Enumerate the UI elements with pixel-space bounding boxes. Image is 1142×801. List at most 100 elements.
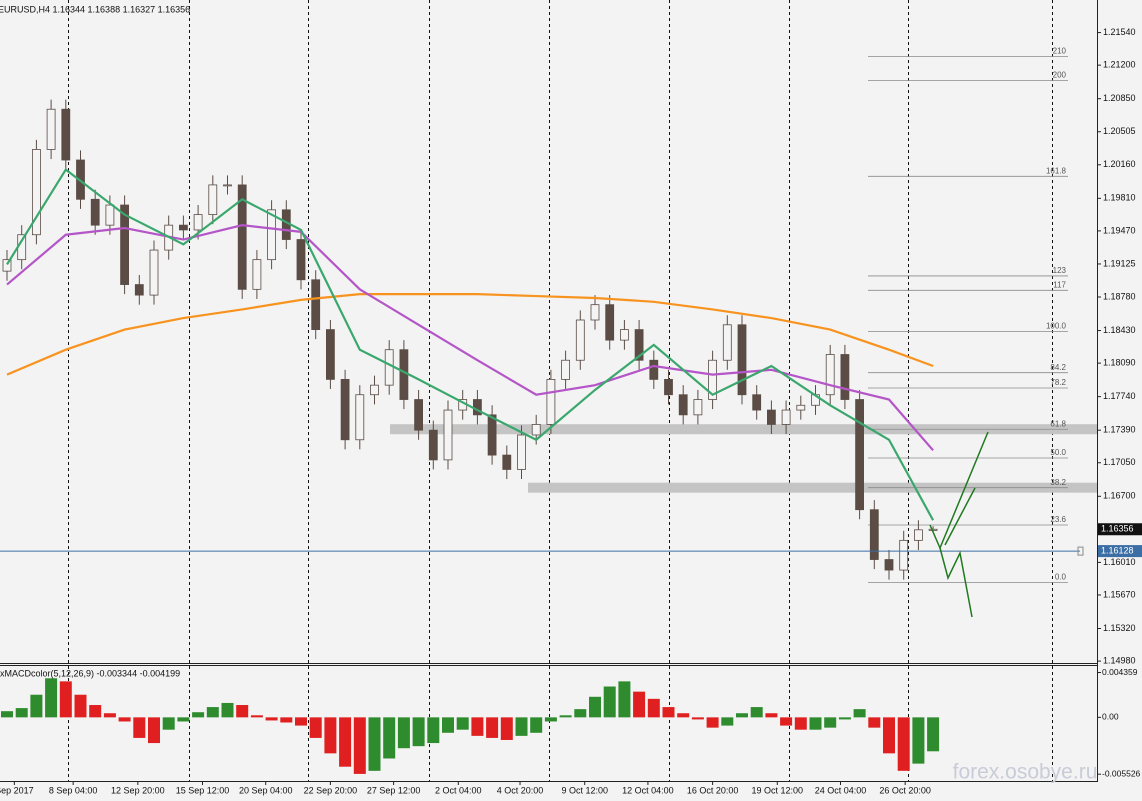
fibo-label: 210 xyxy=(1053,47,1067,56)
candle-body xyxy=(590,304,600,321)
day-separators xyxy=(68,0,1053,781)
candle-body xyxy=(869,509,879,560)
y-tick-label: 1.21200 xyxy=(1103,60,1136,70)
macd-bar xyxy=(794,717,807,730)
macd-bar xyxy=(236,705,249,718)
macd-bar xyxy=(368,717,381,771)
candle-body xyxy=(443,409,453,461)
y-tick-label: 1.20505 xyxy=(1103,126,1136,136)
macd-bar xyxy=(765,713,778,718)
y-tick-label: 1.15670 xyxy=(1103,589,1136,599)
candle-body xyxy=(693,399,703,416)
macd-bar xyxy=(324,717,337,754)
price-tag xyxy=(1098,545,1142,558)
macd-bar xyxy=(383,717,396,759)
x-tick-label: 12 Sep 20:00 xyxy=(111,785,165,795)
macd-bar xyxy=(691,717,704,720)
macd-bar xyxy=(809,717,822,730)
macd-bar xyxy=(339,717,352,767)
candle-body xyxy=(605,304,615,341)
candle-body xyxy=(178,224,188,231)
x-tick-label: Sep 2017 xyxy=(0,785,34,795)
chart-title: EURUSD,H4 1.16344 1.16388 1.16327 1.1635… xyxy=(0,4,190,14)
candle-body xyxy=(678,394,688,416)
candle-body xyxy=(2,259,12,272)
macd-bar xyxy=(74,694,87,718)
macd-bar xyxy=(148,717,160,744)
macd-bar xyxy=(133,717,146,738)
candle-body xyxy=(855,399,864,511)
candle-body xyxy=(914,529,923,541)
macd-bar xyxy=(280,717,293,723)
candle-body xyxy=(928,528,938,531)
y-tick-label: -0.005526 xyxy=(1102,768,1141,778)
fibo-label: 200 xyxy=(1053,71,1067,80)
candle-body xyxy=(340,379,350,441)
macd-bar xyxy=(618,681,631,718)
y-tick-label: 1.15320 xyxy=(1103,623,1136,633)
macd-bar xyxy=(927,717,940,752)
macd-bar xyxy=(912,717,925,764)
candle-body xyxy=(884,559,894,571)
macd-bar xyxy=(824,717,837,728)
macd-bar xyxy=(647,698,660,718)
x-tick-label: 16 Oct 20:00 xyxy=(687,785,739,795)
y-tick-label: 1.19125 xyxy=(1103,258,1136,268)
moving-average xyxy=(6,224,934,452)
y-tick-label: 1.18430 xyxy=(1103,325,1136,335)
x-tick-label: 19 Oct 12:00 xyxy=(752,785,804,795)
moving-average xyxy=(6,293,934,376)
macd-bar xyxy=(118,717,131,722)
candle-body xyxy=(752,394,762,411)
macd-bar xyxy=(397,717,410,749)
x-tick-label: 4 Oct 20:00 xyxy=(497,785,544,795)
fibo-label: 161.8 xyxy=(1046,166,1067,175)
macd-bar xyxy=(515,717,528,736)
price-tag-label: 1.16356 xyxy=(1101,524,1134,534)
y-tick-label: 1.17390 xyxy=(1103,425,1136,435)
fibo-label: 123 xyxy=(1053,266,1067,275)
candle-body xyxy=(502,454,512,470)
candle-body xyxy=(208,184,218,216)
fibo-label: 61.8 xyxy=(1050,419,1066,428)
macd-bar xyxy=(633,691,646,718)
macd-bar xyxy=(662,707,675,718)
x-tick-label: 2 Oct 04:00 xyxy=(435,785,482,795)
macd-bar xyxy=(706,717,719,728)
macd-bar xyxy=(59,681,72,718)
fibo-label: 38.2 xyxy=(1050,478,1066,487)
macd-bar xyxy=(412,717,425,747)
candle-body xyxy=(267,209,277,261)
candle-body xyxy=(370,384,379,396)
macd-bar xyxy=(471,717,484,736)
macd-bar xyxy=(427,717,440,744)
candle-body xyxy=(634,329,644,361)
macd-bar xyxy=(206,707,219,718)
candle-body xyxy=(546,379,556,425)
macd-bar xyxy=(30,694,43,718)
watermark: forex.osobye.ru xyxy=(953,761,1098,784)
macd-bar xyxy=(589,696,601,718)
fibo-label: 117 xyxy=(1053,280,1066,289)
y-tick-label: 1.19470 xyxy=(1103,225,1136,235)
y-tick-label: 1.20850 xyxy=(1103,93,1136,103)
y-tick-label: 1.16700 xyxy=(1103,491,1136,501)
macd-bar xyxy=(250,715,263,718)
x-tick-label: 9 Oct 12:00 xyxy=(561,785,608,795)
candle-body xyxy=(311,279,321,330)
fibo-zone xyxy=(390,424,1097,435)
macd-bar xyxy=(45,678,58,718)
line-handle xyxy=(1077,546,1084,556)
macd-bar xyxy=(838,717,851,720)
candle-body xyxy=(105,204,115,226)
candle-body xyxy=(825,354,835,396)
y-tick-label: 1.18780 xyxy=(1103,291,1136,301)
macd-bar xyxy=(677,713,690,718)
y-tick-label: 0.004359 xyxy=(1102,667,1138,677)
candle-body xyxy=(90,198,100,226)
candle-body xyxy=(561,359,570,380)
macd-bar xyxy=(750,707,763,718)
y-tick-label: 1.19810 xyxy=(1103,193,1136,203)
candle-body xyxy=(223,184,232,187)
